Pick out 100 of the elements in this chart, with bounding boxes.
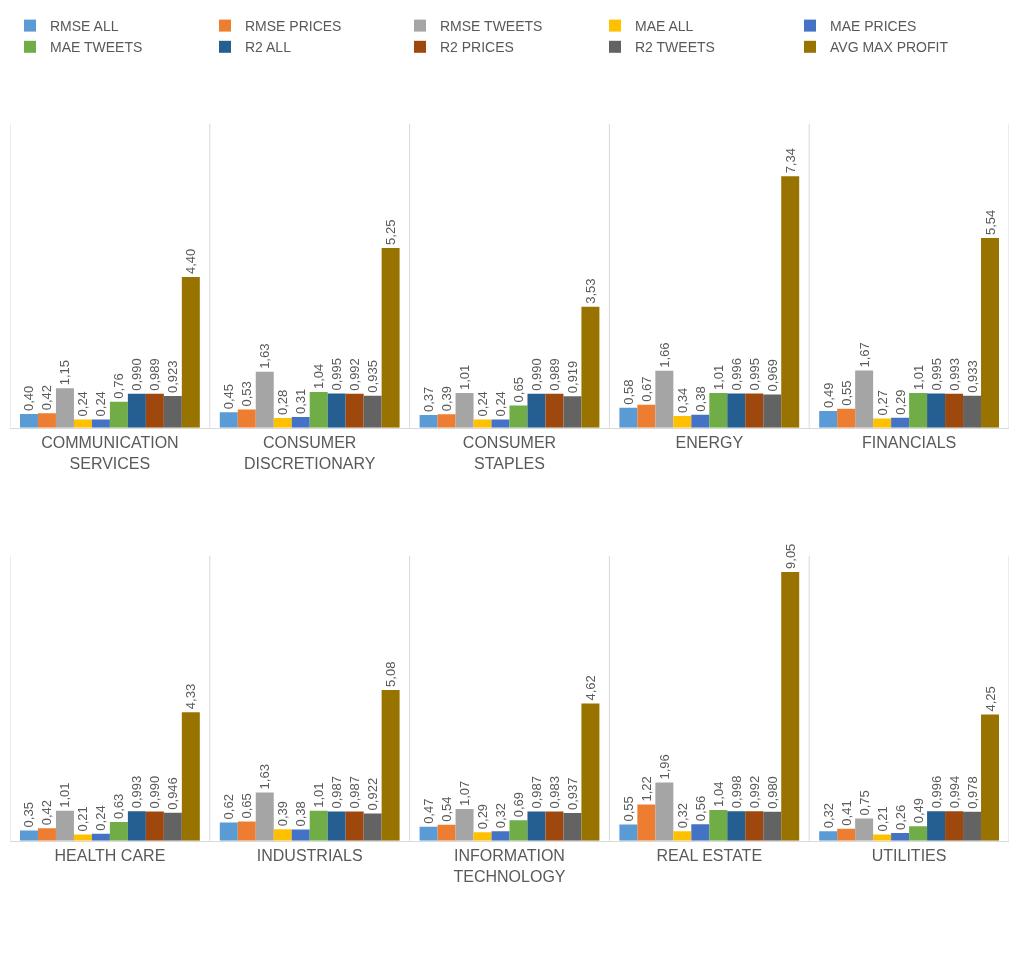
data-label: 0,987: [329, 775, 345, 809]
x-tick-label: UTILITIES: [871, 847, 947, 865]
data-label: 0,55: [620, 796, 636, 822]
bar: [781, 571, 800, 841]
bar: [363, 813, 382, 841]
bar: [655, 782, 674, 841]
data-label: 0,21: [75, 806, 91, 832]
bar: [655, 370, 674, 428]
data-label: 0,993: [129, 775, 145, 809]
bar: [273, 418, 292, 428]
bar: [181, 277, 200, 428]
legend-label: RMSE PRICES: [245, 18, 342, 35]
bar: [781, 176, 800, 428]
data-label: 5,08: [383, 661, 399, 687]
bar: [819, 410, 838, 428]
bar: [527, 811, 546, 841]
data-label: 0,993: [946, 358, 962, 391]
data-label: 0,919: [564, 360, 580, 394]
bar: [219, 822, 238, 841]
data-label: 0,24: [75, 391, 91, 417]
data-label: 0,39: [275, 800, 291, 827]
legend-label: RMSE ALL: [50, 18, 119, 35]
data-label: 0,990: [147, 775, 163, 809]
data-label: 0,969: [764, 358, 780, 392]
data-label: 0,21: [874, 806, 890, 832]
data-label: 0,995: [746, 358, 762, 391]
bar: [163, 812, 182, 841]
x-tick-label: CONSUMER STAPLES: [462, 433, 557, 472]
data-label: 0,998: [728, 775, 744, 809]
bar: [727, 393, 746, 428]
bar: [981, 714, 1000, 841]
data-label: 0,978: [964, 776, 980, 809]
legend-label: AVG MAX PROFIT: [830, 39, 949, 56]
bar: [691, 414, 710, 428]
data-label: 0,58: [620, 379, 636, 405]
bar: [237, 409, 256, 428]
data-label: 0,32: [674, 803, 690, 829]
data-label: 0,54: [439, 796, 455, 822]
bar: [455, 809, 474, 841]
bar: [509, 405, 528, 428]
data-label: 0,56: [692, 795, 708, 822]
data-label: 0,62: [221, 794, 237, 820]
data-label: 1,01: [457, 364, 473, 391]
data-label: 0,983: [546, 776, 562, 809]
data-label: 1,01: [910, 364, 926, 391]
data-label: 9,05: [782, 543, 798, 569]
data-label: 0,933: [964, 360, 980, 393]
bar: [127, 393, 146, 428]
data-label: 0,992: [746, 775, 762, 809]
bar: [619, 407, 638, 428]
bar: [709, 393, 728, 428]
data-label: 0,75: [856, 790, 872, 816]
bar: [309, 392, 328, 428]
legend-label: R2 TWEETS: [635, 39, 715, 56]
data-label: 0,69: [510, 792, 526, 818]
data-label: 0,76: [111, 373, 127, 399]
bar: [19, 413, 38, 428]
bar: [145, 811, 164, 841]
bar: [345, 811, 364, 841]
bar: [491, 831, 510, 841]
data-label: 0,987: [528, 775, 544, 809]
bar: [255, 371, 274, 428]
bar: [709, 809, 728, 841]
bar: [673, 831, 692, 841]
bar: [255, 792, 274, 841]
data-label: 0,32: [820, 803, 836, 829]
data-label: 0,63: [111, 793, 127, 820]
bar: [727, 811, 746, 841]
bar: [963, 811, 982, 841]
bar: [327, 811, 346, 841]
bar: [291, 417, 310, 428]
bar: [73, 419, 92, 428]
bar: [419, 415, 438, 428]
bar: [145, 393, 164, 428]
legend-label: RMSE TWEETS: [440, 18, 543, 35]
bar: [581, 703, 600, 841]
data-label: 0,996: [728, 358, 744, 391]
bar: [763, 394, 782, 428]
bar: [19, 830, 38, 841]
bar: [873, 418, 892, 428]
data-label: 0,995: [928, 358, 944, 391]
data-label: 0,42: [39, 384, 55, 411]
x-tick-label: FINANCIALS: [861, 433, 957, 451]
data-label: 0,42: [39, 800, 55, 826]
bar: [563, 396, 582, 428]
bar: [963, 395, 982, 428]
data-label: 1,01: [710, 364, 726, 391]
data-label: 0,65: [239, 793, 255, 819]
x-tick-label: REAL ESTATE: [656, 847, 763, 865]
data-label: 1,22: [638, 776, 654, 802]
data-label: 5,25: [383, 219, 399, 245]
bar: [673, 416, 692, 428]
data-label: 3,53: [582, 278, 598, 304]
bar: [109, 822, 128, 841]
bar: [37, 413, 56, 428]
data-label: 0,38: [293, 801, 309, 827]
data-label: 0,992: [347, 358, 363, 391]
bar: [545, 811, 564, 841]
data-label: 1,66: [656, 342, 672, 368]
data-label: 4,33: [183, 683, 199, 710]
